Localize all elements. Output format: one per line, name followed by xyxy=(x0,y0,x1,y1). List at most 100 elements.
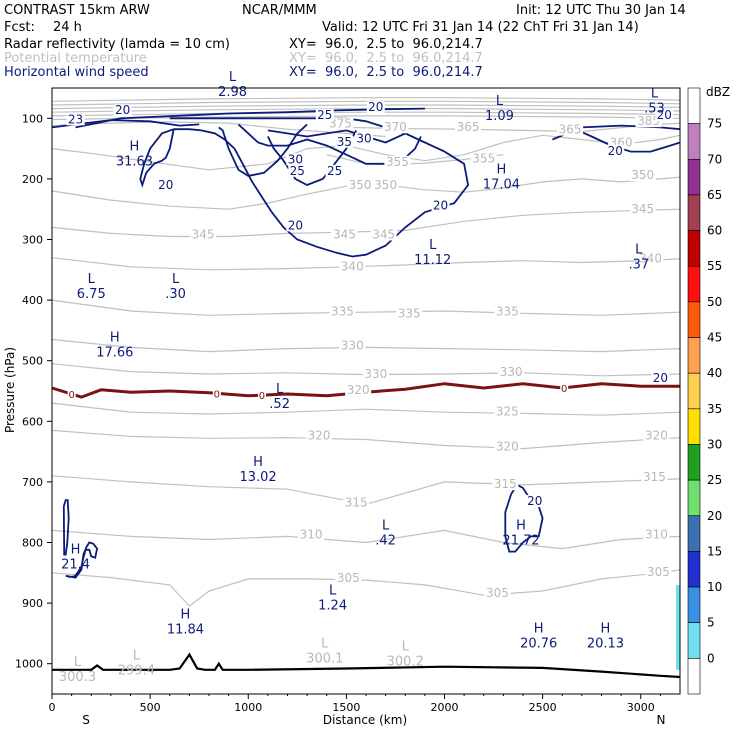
x-tick-label: 0 xyxy=(49,701,56,714)
wind-label: 30 xyxy=(288,152,303,166)
extremum-value: 17.66 xyxy=(96,346,133,361)
wind-contour-12 xyxy=(62,499,70,556)
theta-label: 330 xyxy=(500,365,523,379)
field-reflectivity: Radar reflectivity (lamda = 10 cm) xyxy=(4,37,230,52)
colorbar-swatch xyxy=(687,230,701,267)
theta-label: 350 xyxy=(349,178,372,192)
y-tick-label: 1000 xyxy=(15,658,43,671)
theta-label-bg xyxy=(362,367,389,380)
colorbar-level: 40 xyxy=(707,366,722,380)
colorbar-swatch xyxy=(687,158,701,196)
extremum-value: 17.04 xyxy=(483,178,520,193)
theta-contour-13 xyxy=(51,299,681,316)
theta-label: 340 xyxy=(341,260,364,274)
wind-label: 20 xyxy=(608,144,623,158)
wind-label-bg xyxy=(325,164,344,177)
theta-label-bg xyxy=(557,123,584,136)
extremum-value: 21.4 xyxy=(61,558,90,573)
extremum-value: 31.63 xyxy=(116,155,153,170)
colorbar-level: 35 xyxy=(707,402,722,416)
colorbar-level: 15 xyxy=(707,544,722,558)
wind-label-bg xyxy=(525,495,544,508)
theta-label: 340 xyxy=(639,252,662,266)
theta-label: 335 xyxy=(496,304,519,318)
init-time: Init: 12 UTC Thu 30 Jan 14 xyxy=(516,3,686,18)
theta-label: 320 xyxy=(307,429,330,443)
theta-label-bg xyxy=(637,252,664,265)
wind-label-bg xyxy=(66,113,85,126)
theta-contour-0 xyxy=(51,97,681,102)
wind-label-bg xyxy=(286,219,305,232)
theta-label: 325 xyxy=(496,404,519,418)
colorbar-level: 0 xyxy=(707,651,715,665)
wind-label: 20 xyxy=(527,494,542,508)
wind-label: 25 xyxy=(327,164,342,178)
extremum-value: .30 xyxy=(165,287,186,302)
theta-label: 345 xyxy=(192,227,215,241)
colorbar-swatch xyxy=(687,408,701,445)
x-tick-label: 3000 xyxy=(627,701,655,714)
extremum-H: H xyxy=(601,621,611,636)
wind-label-bg xyxy=(335,135,354,148)
theta-label-bg xyxy=(327,117,354,130)
extremum-value: .53 xyxy=(644,101,665,116)
x-tick-label: 2000 xyxy=(431,701,459,714)
forecast-label: Fcst: xyxy=(4,20,35,35)
theta-label-bg xyxy=(305,429,332,442)
theta-label: 345 xyxy=(372,227,395,241)
extremum-value: 2.98 xyxy=(218,85,247,100)
zero-label-bg xyxy=(257,389,266,401)
y-tick-label: 700 xyxy=(22,476,43,489)
wind-label: 20 xyxy=(288,218,303,232)
theta-label: 305 xyxy=(337,571,360,585)
wind-label: 25 xyxy=(290,164,305,178)
theta-label: 320 xyxy=(347,383,370,397)
wind-contour-11 xyxy=(504,483,544,553)
theta-label-bg xyxy=(643,528,670,541)
theta-label-bg xyxy=(331,228,358,241)
extremum-value: .52 xyxy=(269,397,290,412)
extremum-L: L xyxy=(402,640,410,655)
theta-label-bg xyxy=(498,366,525,379)
x-tick-label: 500 xyxy=(140,701,161,714)
colorbar-swatch xyxy=(687,372,701,410)
extremum-L: L xyxy=(651,86,659,101)
extremum-L: L xyxy=(133,649,141,664)
theta-label-bg xyxy=(298,528,325,541)
colorbar-unit: dBZ xyxy=(706,85,730,99)
extremum-L: L xyxy=(429,238,437,253)
theta-contour-3 xyxy=(51,107,681,113)
colorbar-swatch xyxy=(687,479,701,517)
theta-label-bg xyxy=(492,478,519,491)
extremum-L: L xyxy=(496,94,504,109)
theta-label: 365 xyxy=(457,120,480,134)
extremum-value: 11.84 xyxy=(167,622,204,637)
colorbar-swatch xyxy=(687,658,701,695)
y-tick-label: 500 xyxy=(22,355,43,368)
theta-label-bg xyxy=(345,384,372,397)
theta-label: 310 xyxy=(645,527,668,541)
y-axis-label: Pressure (hPa) xyxy=(3,347,17,433)
wind-label-bg xyxy=(315,109,334,122)
theta-contours xyxy=(51,97,681,607)
extremum-L: L xyxy=(74,655,82,670)
theta-label: 330 xyxy=(341,338,364,352)
extremum-L: L xyxy=(329,583,337,598)
theta-label: 320 xyxy=(645,429,668,443)
extremum-value: 6.75 xyxy=(77,287,106,302)
extremum-value: 300.2 xyxy=(387,655,424,670)
theta-label-bg xyxy=(382,121,409,134)
theta-label-bg xyxy=(329,305,356,318)
wind-label: 30 xyxy=(356,132,371,146)
theta-label-bg xyxy=(643,429,670,442)
theta-label-bg xyxy=(372,178,399,191)
extremum-value: 300.3 xyxy=(59,670,96,685)
extremum-L: L xyxy=(88,272,96,287)
wind-label: 20 xyxy=(657,108,672,122)
wind-contour-2 xyxy=(169,117,470,258)
colorbar-swatch xyxy=(687,337,701,374)
theta-label-bg xyxy=(494,405,521,418)
colorbar-level: 50 xyxy=(707,295,722,309)
theta-label: 335 xyxy=(331,304,354,318)
